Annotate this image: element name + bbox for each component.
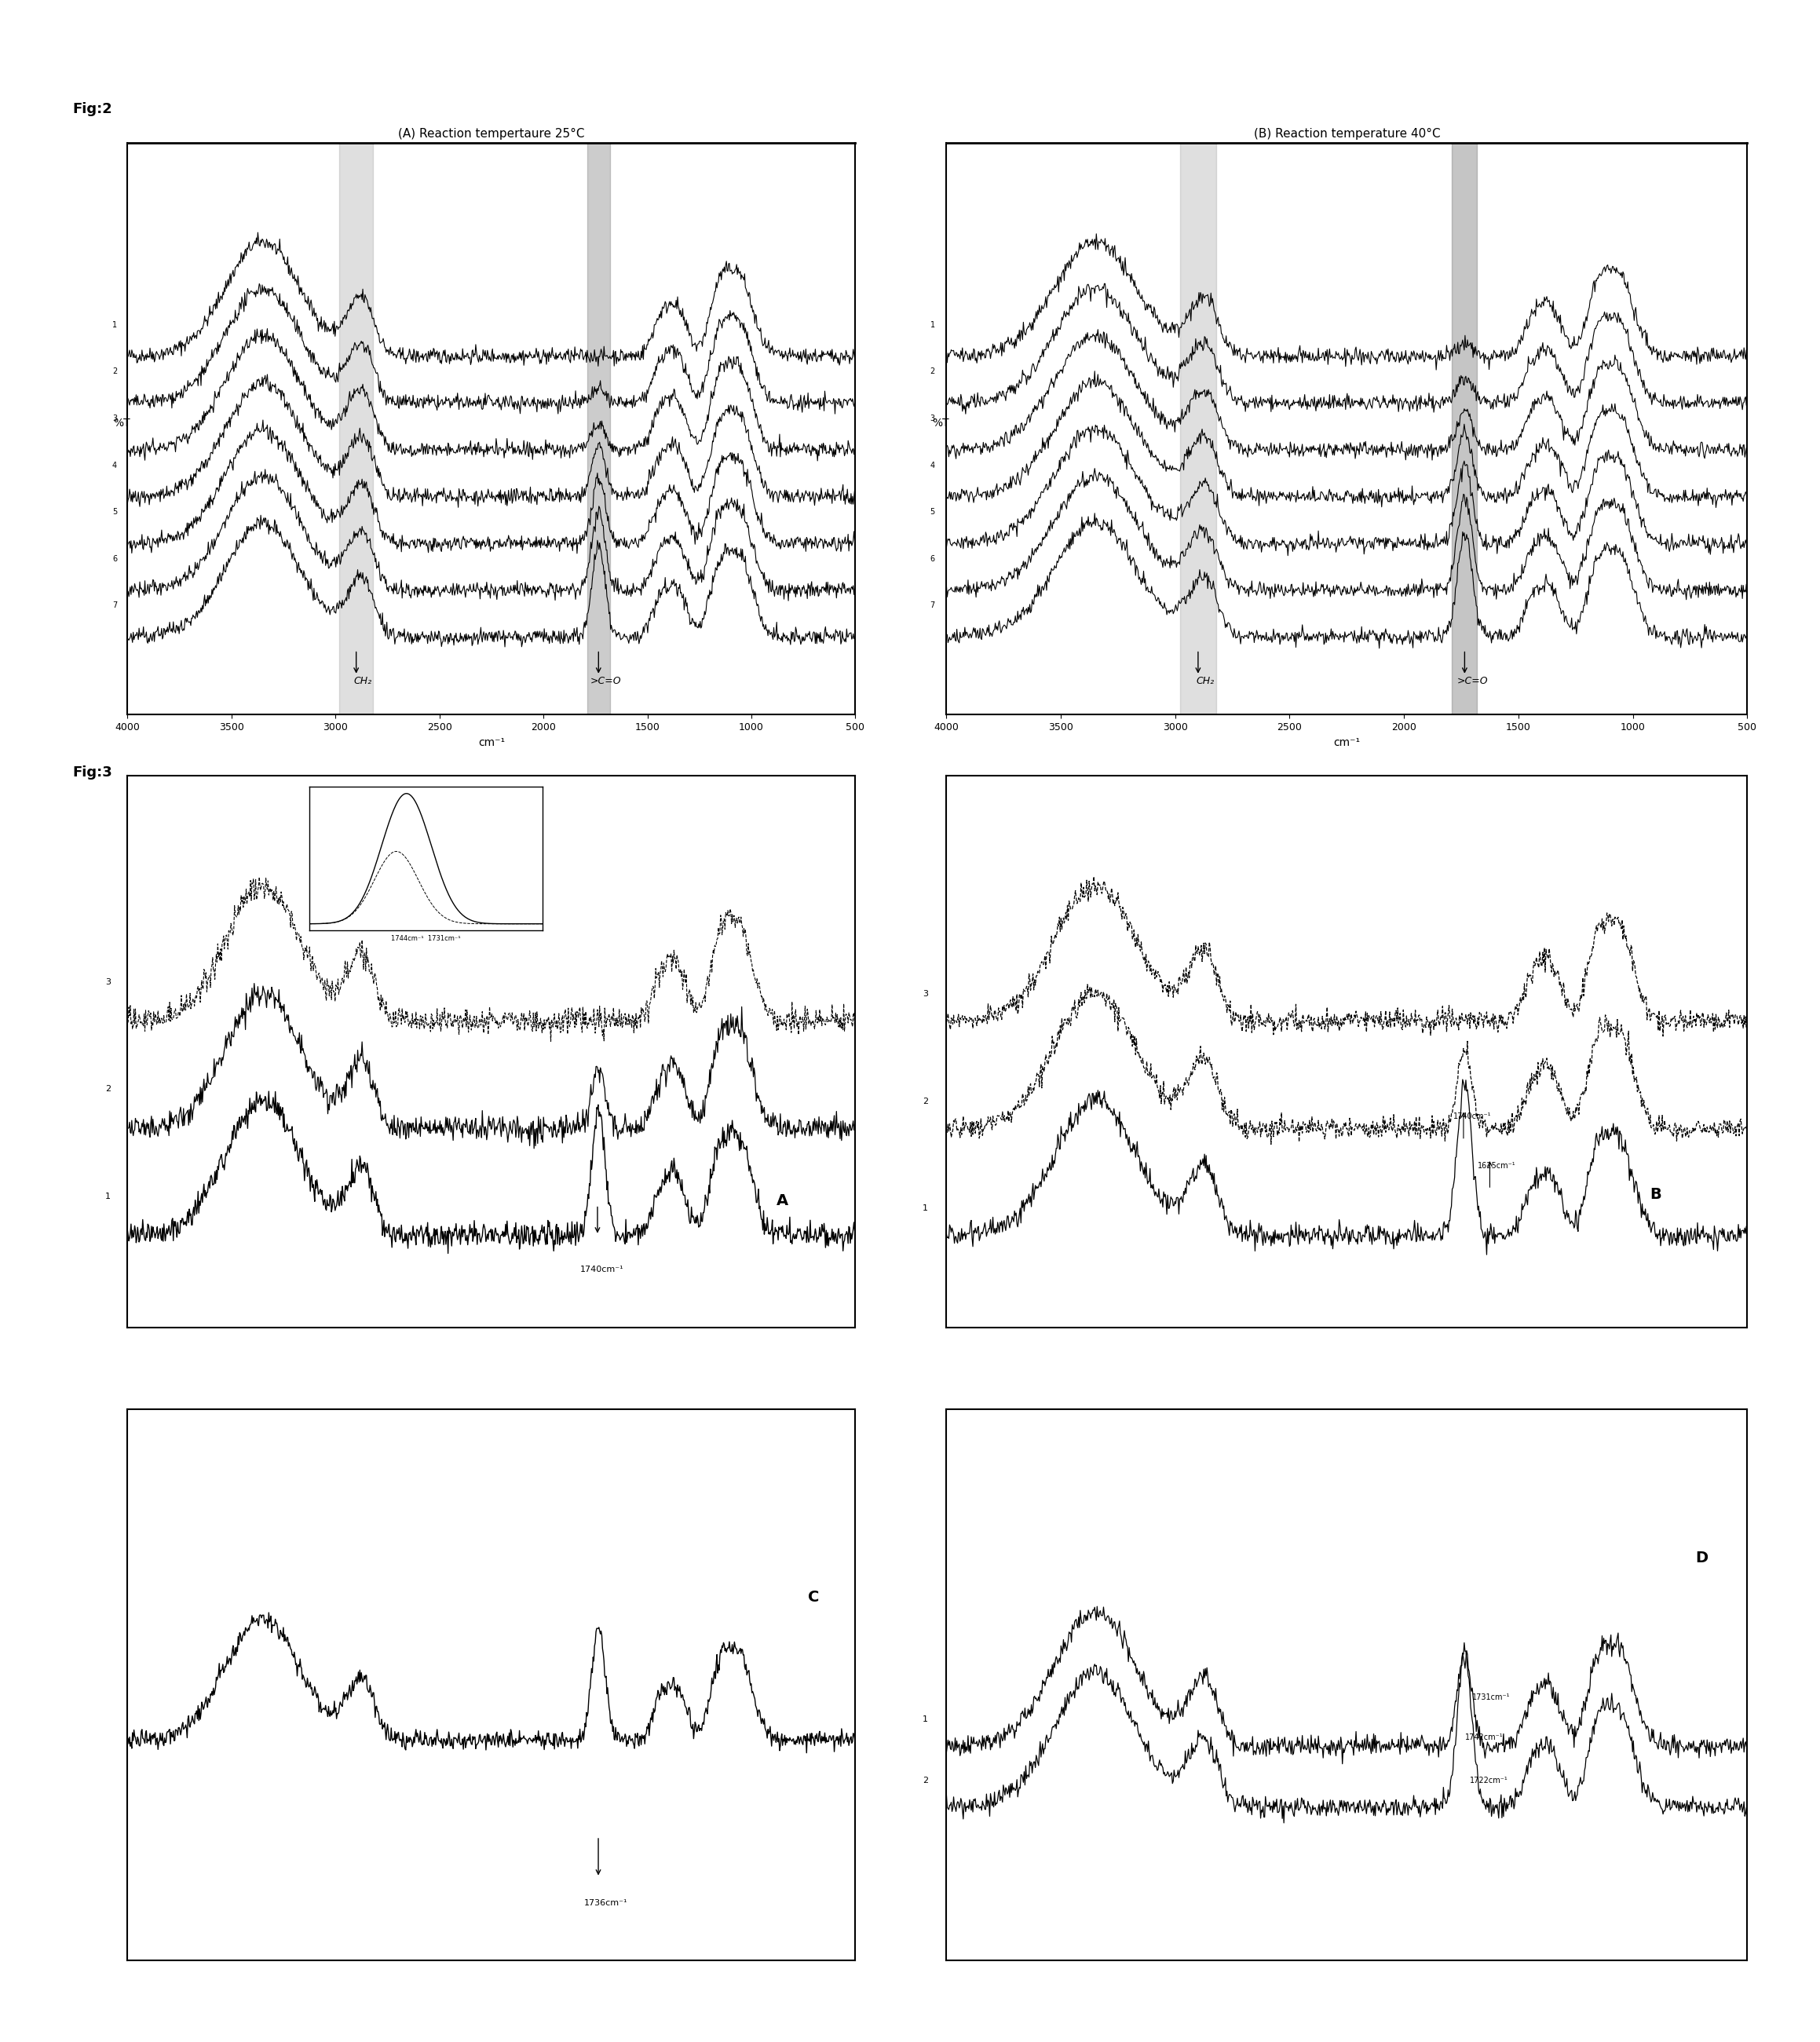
Text: 1742cm⁻¹: 1742cm⁻¹: [1465, 1734, 1503, 1742]
Text: 3: 3: [923, 990, 928, 999]
Text: 2: 2: [930, 368, 935, 376]
Text: >C=O: >C=O: [590, 676, 621, 686]
Text: 1: 1: [106, 1193, 111, 1201]
Text: 1722cm⁻¹: 1722cm⁻¹: [1469, 1777, 1507, 1785]
Text: CH₂: CH₂: [353, 676, 371, 686]
Text: 2: 2: [113, 368, 116, 376]
Y-axis label: %T: %T: [113, 419, 131, 429]
Text: 4: 4: [930, 461, 935, 470]
Text: 2: 2: [923, 1097, 928, 1105]
Text: 3: 3: [106, 978, 111, 986]
Text: 3: 3: [930, 415, 935, 423]
X-axis label: cm⁻¹: cm⁻¹: [479, 737, 504, 747]
Bar: [588, 143, 610, 715]
X-axis label: cm⁻¹: cm⁻¹: [1334, 737, 1360, 747]
Text: 1740cm⁻¹: 1740cm⁻¹: [1454, 1113, 1492, 1121]
Bar: [1179, 143, 1216, 715]
Text: 1625cm⁻¹: 1625cm⁻¹: [1478, 1162, 1516, 1170]
Text: 5: 5: [113, 508, 116, 517]
Text: 1731cm⁻¹: 1731cm⁻¹: [1472, 1693, 1511, 1701]
Title: (A) Reaction tempertaure 25°C: (A) Reaction tempertaure 25°C: [399, 129, 584, 139]
Bar: [1452, 143, 1478, 715]
Text: 6: 6: [930, 555, 935, 564]
Text: 1: 1: [923, 1205, 928, 1213]
Text: 1740cm⁻¹: 1740cm⁻¹: [581, 1266, 624, 1274]
Text: 4: 4: [113, 461, 116, 470]
Text: 5: 5: [930, 508, 935, 517]
Y-axis label: %T: %T: [932, 419, 950, 429]
Text: 2: 2: [106, 1084, 111, 1092]
Text: Fig:3: Fig:3: [73, 766, 113, 780]
Text: 1: 1: [923, 1715, 928, 1723]
Text: 1: 1: [113, 321, 116, 329]
Text: 3: 3: [113, 415, 116, 423]
Text: A: A: [777, 1193, 788, 1209]
Text: D: D: [1694, 1550, 1707, 1566]
Text: C: C: [808, 1591, 819, 1605]
Text: 2: 2: [923, 1777, 928, 1785]
Text: 6: 6: [113, 555, 116, 564]
Title: (B) Reaction temperature 40°C: (B) Reaction temperature 40°C: [1254, 129, 1440, 139]
Text: 1: 1: [930, 321, 935, 329]
Text: 7: 7: [930, 602, 935, 609]
Text: Fig:2: Fig:2: [73, 102, 113, 116]
Text: >C=O: >C=O: [1458, 676, 1489, 686]
Bar: [340, 143, 373, 715]
Text: 1736cm⁻¹: 1736cm⁻¹: [584, 1899, 628, 1907]
Text: CH₂: CH₂: [1196, 676, 1214, 686]
Text: 7: 7: [113, 602, 116, 609]
Text: B: B: [1651, 1186, 1662, 1203]
